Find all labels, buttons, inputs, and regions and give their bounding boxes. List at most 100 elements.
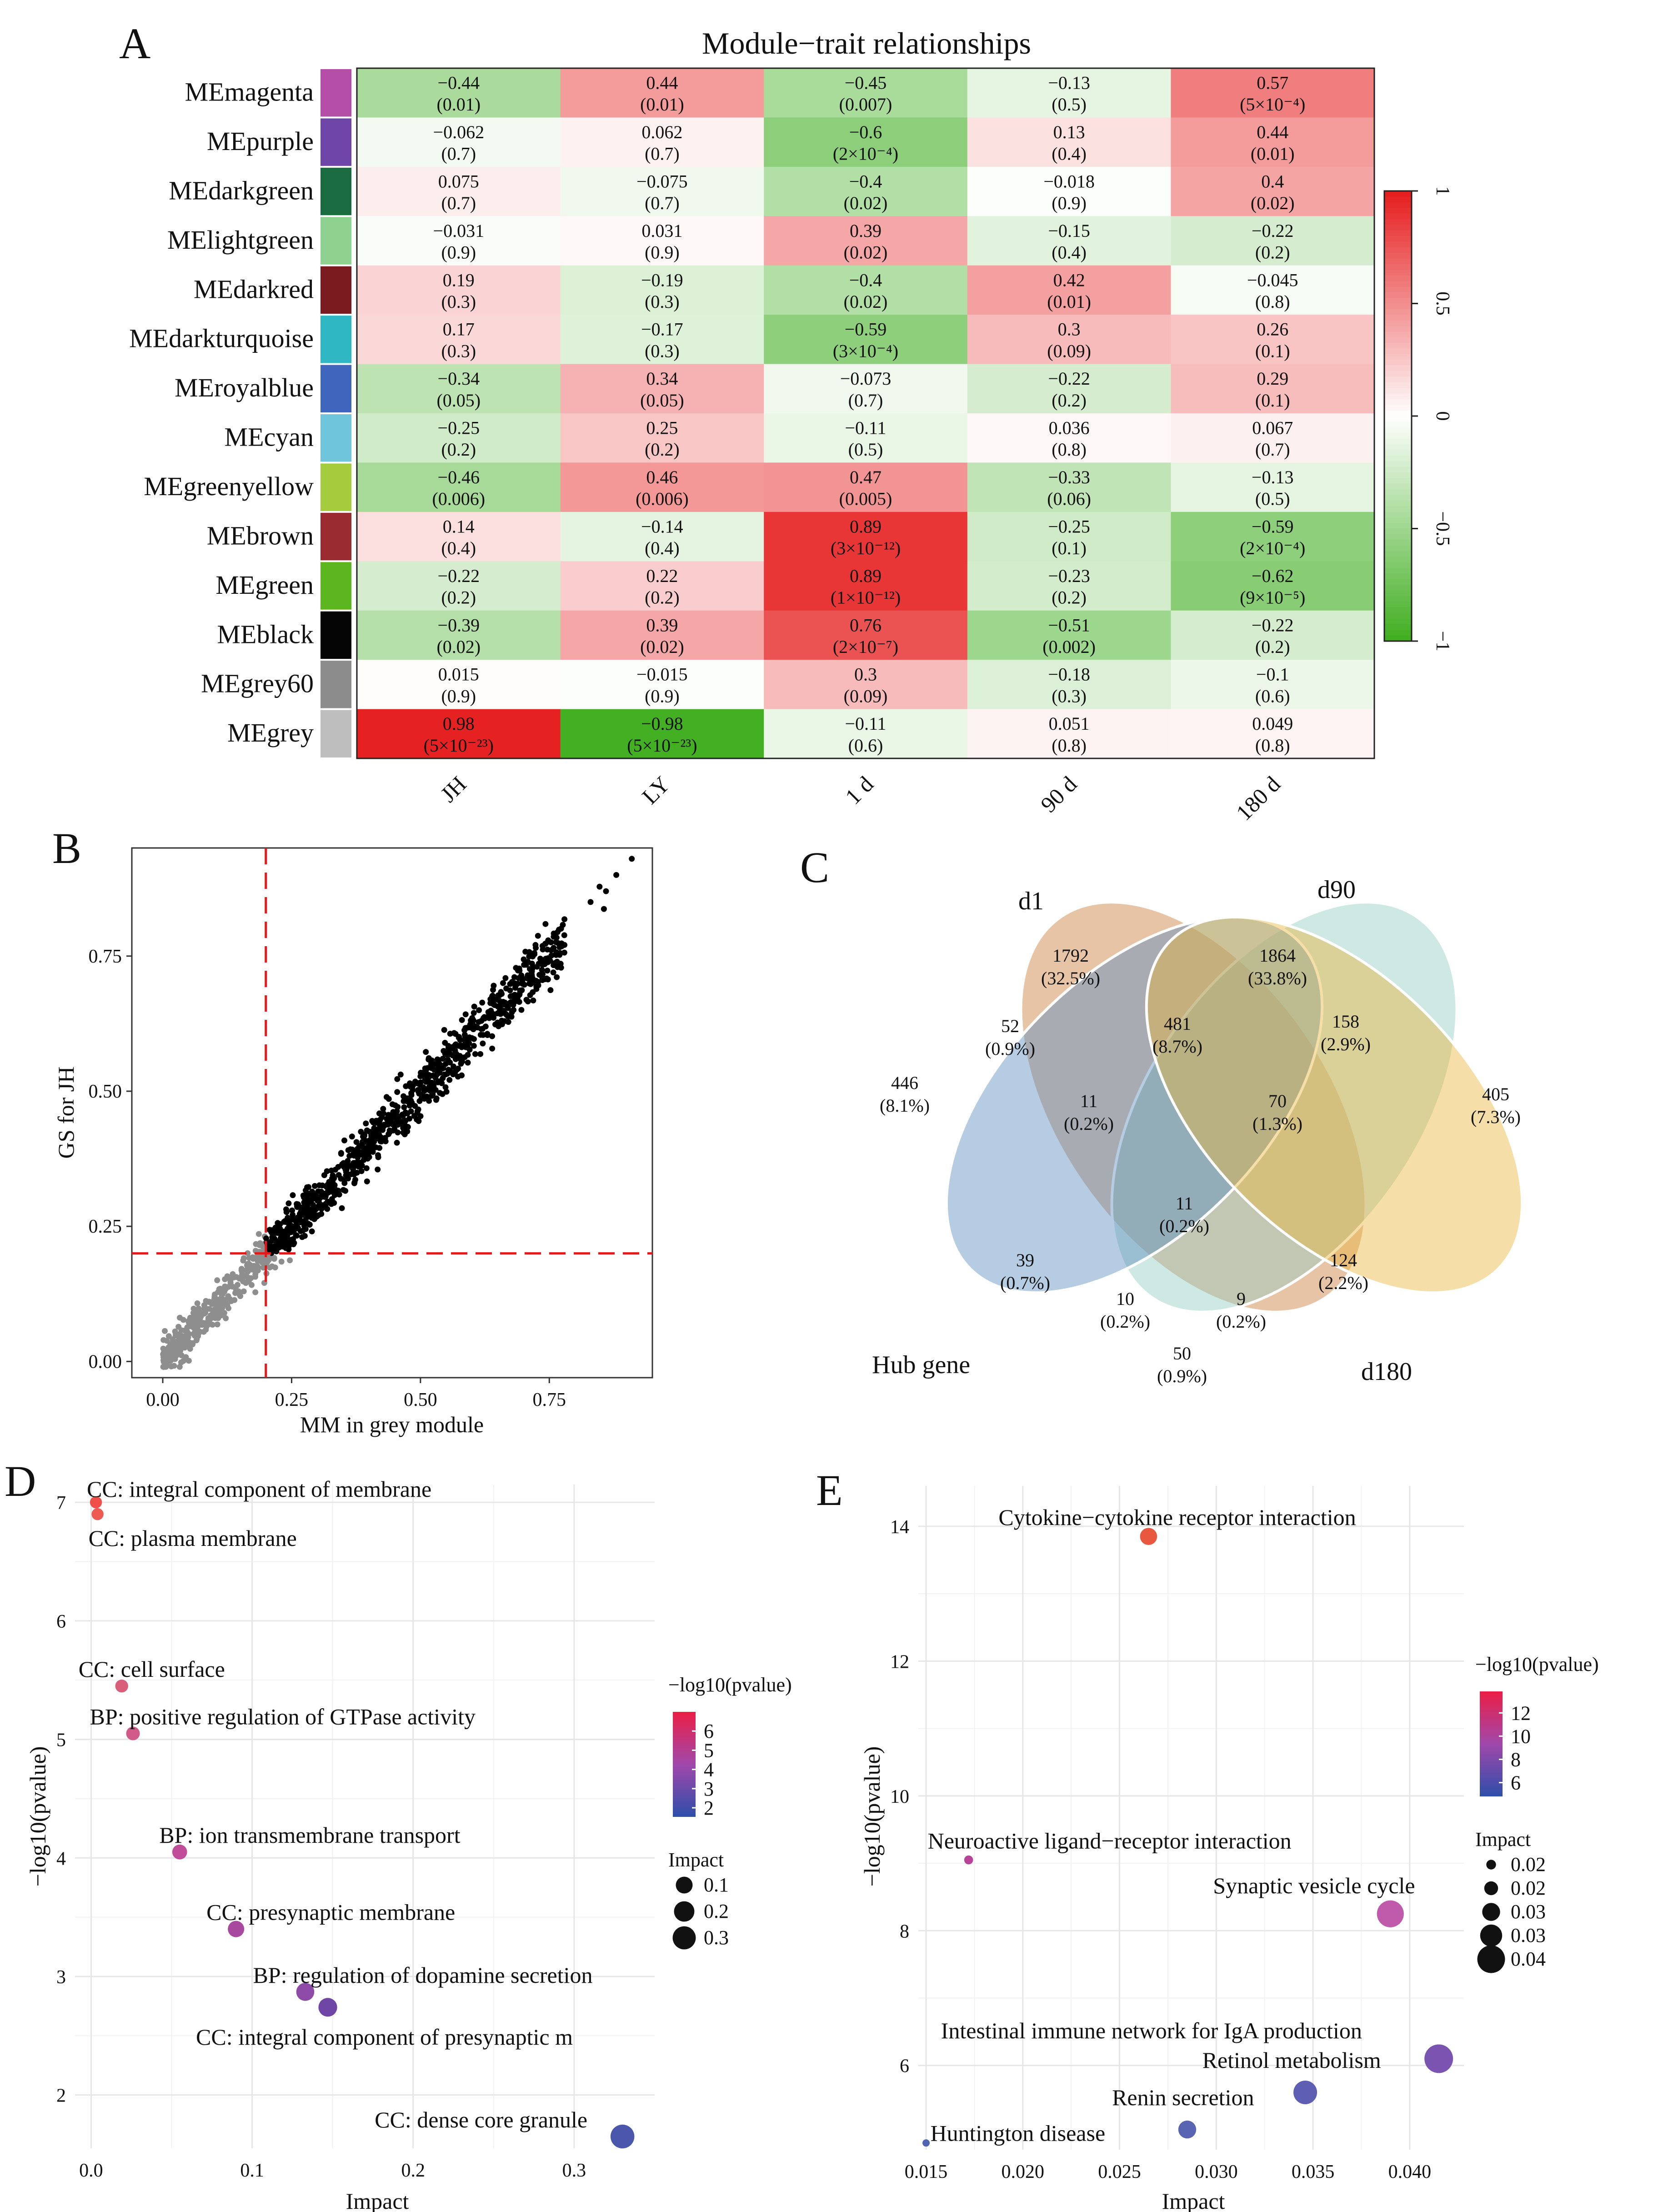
legend-colorbar-step: [1480, 1730, 1503, 1734]
heatmap-cell-pvalue: (2×10⁻⁴): [1240, 538, 1305, 558]
scatter-point: [299, 1205, 305, 1211]
legend-colorbar-step: [1480, 1746, 1503, 1750]
heatmap-cell-pvalue: (0.1): [1255, 390, 1290, 411]
scatter-point: [324, 1184, 330, 1190]
heatmap-cell-value: −0.33: [1048, 467, 1090, 487]
heatmap-cell: [1171, 117, 1375, 167]
scatter-points: [132, 848, 652, 1378]
venn-region-count: 52: [1001, 1016, 1019, 1036]
scatter-point: [516, 975, 522, 981]
heatmap-cell: [1171, 68, 1375, 118]
colorbar-step: [1384, 596, 1412, 602]
heatmap-cell-value: 0.29: [1257, 368, 1288, 389]
heatmap-cell-pvalue: (0.2): [441, 587, 476, 608]
scatter-point: [459, 1072, 465, 1078]
colorbar-step: [1384, 315, 1412, 321]
legend-size-label: 0.02: [1511, 1853, 1546, 1876]
heatmap-cell-value: 0.067: [1252, 418, 1293, 438]
heatmap-row-labels: MEmagenta MEpurple MEdarkgreen MElightgreen…: [129, 77, 314, 748]
scatter-point: [331, 1182, 338, 1188]
scatter-point: [529, 975, 536, 981]
heatmap-cell-pvalue: (0.3): [645, 291, 680, 312]
y-tick-label: 6: [900, 2056, 909, 2077]
bubble-point: [228, 1921, 245, 1937]
venn-region-count: 124: [1330, 1250, 1357, 1270]
scatter-point: [172, 1356, 178, 1362]
y-tick-label: 14: [890, 1517, 909, 1538]
legend-colorbar-step: [673, 1756, 696, 1760]
scatter-point: [479, 1026, 486, 1032]
venn-region-count: 446: [891, 1073, 918, 1093]
legend-colorbar-step: [673, 1790, 696, 1794]
scatter-point: [603, 888, 609, 894]
colorbar-step: [1384, 309, 1412, 316]
scatter-point: [613, 872, 620, 878]
colorbar-step: [1384, 286, 1412, 293]
scatter-point: [465, 1052, 471, 1058]
legend-colorbar-step: [673, 1806, 696, 1809]
scatter-point: [465, 1059, 471, 1066]
scatter-point: [202, 1309, 208, 1316]
colorbar-step: [1384, 517, 1412, 524]
scatter-point: [395, 1129, 401, 1136]
legend-colorbar-step: [673, 1808, 696, 1812]
heatmap-cell-value: −0.34: [438, 368, 480, 389]
scatter-point: [349, 1134, 355, 1140]
heatmap-cell-pvalue: (0.2): [645, 587, 680, 608]
legend-colorbar-step: [673, 1785, 696, 1788]
legend-colorbar-step: [1480, 1710, 1503, 1713]
scatter-point: [461, 1037, 468, 1043]
heatmap-cell-value: −0.51: [1048, 615, 1090, 635]
module-swatch: [321, 118, 351, 166]
scatter-point: [442, 1051, 448, 1057]
panel-b-letter: B: [52, 824, 81, 873]
heatmap-cell: [357, 462, 561, 512]
heatmap-cell-pvalue: (0.2): [1052, 587, 1087, 608]
legend-colorbar-step: [673, 1727, 696, 1731]
heatmap-cell: [967, 413, 1171, 463]
scatter-point: [379, 1114, 385, 1120]
scatter-point: [471, 1036, 477, 1042]
scatter-point: [439, 1091, 446, 1097]
colorbar-step: [1384, 590, 1412, 597]
scatter-point: [471, 1003, 477, 1010]
scatter-point: [193, 1332, 200, 1338]
colorbar-step: [1384, 551, 1412, 557]
scatter-point: [511, 1007, 517, 1013]
heatmap-cell-value: 0.14: [443, 516, 475, 537]
colorbar-step: [1384, 534, 1412, 541]
scatter-point: [321, 1190, 327, 1197]
heatmap-cell-value: −0.045: [1247, 270, 1298, 290]
heatmap-cell-pvalue: (0.8): [1052, 439, 1087, 460]
heatmap-cell: [357, 413, 561, 463]
scatter-point: [384, 1120, 390, 1127]
legend-colorbar-label: 2: [704, 1797, 714, 1819]
scatter-point: [328, 1189, 334, 1195]
colorbar-step: [1384, 466, 1412, 473]
scatter-point: [341, 1137, 347, 1144]
bubble-point: [610, 2124, 635, 2149]
heatmap-cell: [560, 561, 764, 611]
scatter-point: [457, 1042, 464, 1048]
heatmap-cell-value: 0.39: [850, 221, 882, 241]
scatter-x-tick-label: 0.75: [533, 1389, 566, 1410]
colorbar-step: [1384, 399, 1412, 406]
legend-colorbar-step: [673, 1787, 696, 1791]
legend-colorbar-step: [673, 1793, 696, 1796]
heatmap-cell-value: −0.062: [433, 122, 485, 142]
heatmap-cell-value: 0.031: [641, 221, 682, 241]
scatter-point: [540, 946, 546, 953]
heatmap-cell-value: 0.57: [1257, 73, 1288, 93]
scatter-point: [394, 1076, 401, 1082]
scatter-point: [397, 1071, 404, 1078]
venn-ellipse-hub-gene: [1019, 901, 1367, 1314]
heatmap-cell-pvalue: (0.1): [1255, 341, 1290, 361]
bubble-point: [126, 1726, 140, 1741]
x-tick-label: 0.025: [1098, 2162, 1141, 2182]
heatmap-cell-pvalue: (0.01): [1251, 144, 1295, 164]
scatter-point: [286, 1200, 292, 1207]
scatter-point: [219, 1295, 225, 1302]
scatter-point: [329, 1196, 335, 1202]
scatter-point: [282, 1219, 288, 1225]
